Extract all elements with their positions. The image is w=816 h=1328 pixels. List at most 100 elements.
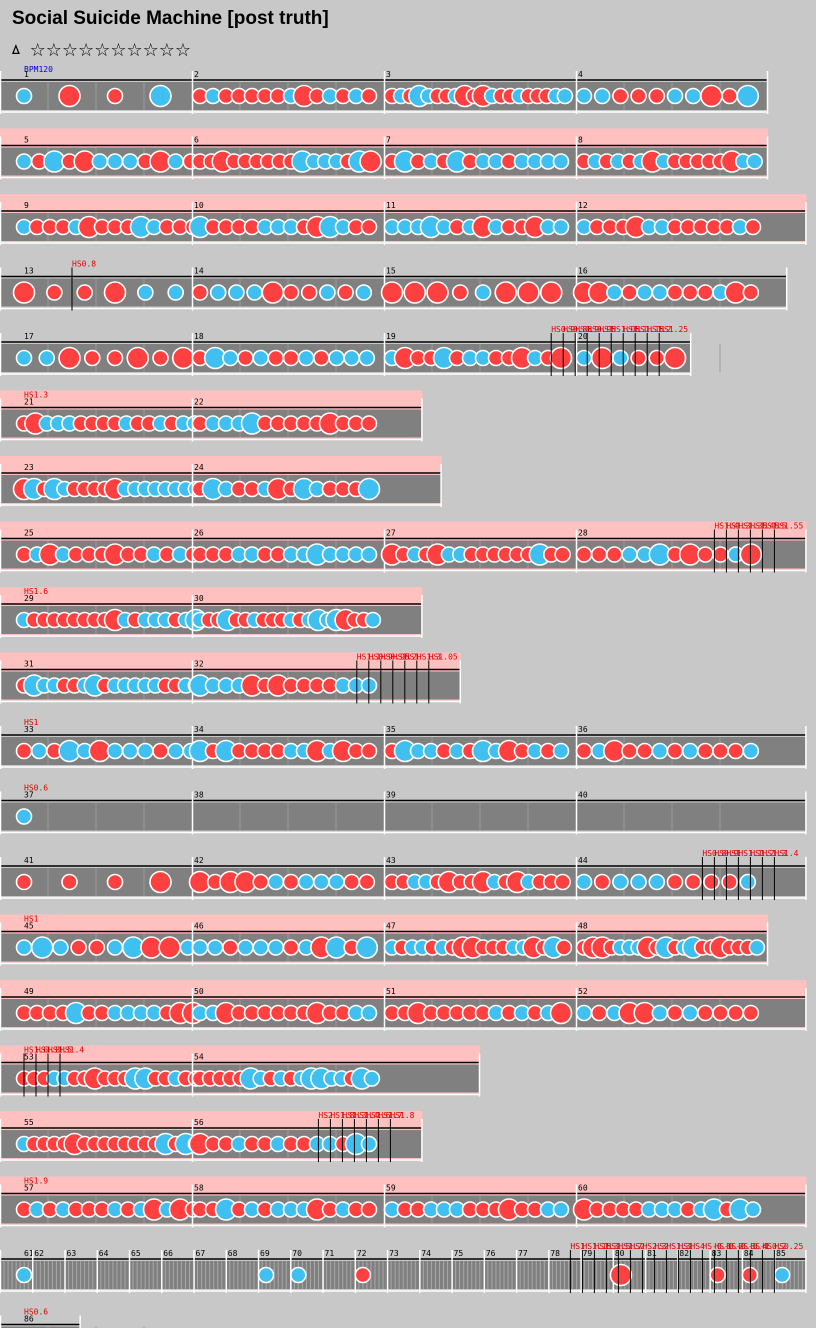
speed-change-label: HS1.4 (714, 522, 738, 531)
don-note (282, 873, 300, 891)
ka-note (556, 87, 574, 105)
ka-note (648, 873, 666, 891)
ka-note (360, 1004, 378, 1022)
big-don-note (609, 1263, 633, 1287)
don-note (703, 873, 720, 891)
measure-number: 49 (24, 987, 34, 996)
measure-number: 63 (67, 1249, 77, 1258)
measure-number: 41 (24, 856, 34, 865)
big-don-note (103, 281, 127, 304)
ka-note (593, 87, 611, 105)
ka-note (228, 284, 245, 301)
bpm-label: BPM120 (24, 65, 53, 74)
speed-change-label: HS1.55 (774, 522, 803, 531)
measure-number: 48 (578, 922, 588, 931)
ka-note (681, 742, 699, 760)
measure-number: 84 (744, 1249, 754, 1258)
ka-note (106, 153, 124, 170)
don-note (70, 939, 87, 956)
measure-number: 33 (24, 725, 34, 734)
speed-change-label: HS0.95 (587, 325, 616, 334)
measure-number: 78 (550, 1249, 560, 1258)
ka-note (364, 611, 382, 629)
speed-change-label: HS1.1 (738, 849, 762, 858)
ka-note (684, 87, 702, 105)
difficulty-icon: ㅿ (8, 41, 24, 61)
ka-note (630, 873, 647, 891)
measure-number: 76 (486, 1249, 496, 1258)
measure-number: 13 (24, 267, 34, 276)
don-note (612, 87, 629, 105)
ka-note (52, 939, 69, 956)
measure-number: 57 (24, 1184, 34, 1193)
measure-number: 52 (578, 987, 588, 996)
ka-note (575, 1004, 593, 1022)
measure-number: 62 (34, 1249, 44, 1258)
speed-change-label: HS1.8 (36, 1046, 60, 1055)
speed-change-label: HS0.9 (714, 849, 738, 858)
ka-note (358, 349, 376, 367)
measure-number: 44 (578, 856, 588, 865)
ka-note (328, 873, 345, 891)
measure-number: 82 (679, 1249, 689, 1258)
measure-number: 17 (24, 332, 34, 341)
ka-note (106, 939, 124, 956)
don-note (697, 284, 714, 301)
measure-number: 3 (386, 70, 391, 79)
measure-number: 64 (99, 1249, 109, 1258)
ka-note (191, 939, 209, 956)
measure-number: 66 (163, 1249, 173, 1258)
speed-change-label: HS1.9 (24, 1177, 48, 1186)
don-note (451, 284, 469, 301)
ka-note (575, 87, 593, 105)
speed-change-label: HS1.2 (393, 653, 417, 662)
ka-note (575, 873, 593, 891)
measure-number: 72 (357, 1249, 367, 1258)
big-don-note (171, 346, 195, 370)
speed-change-label: HS-0.3 (726, 1242, 755, 1251)
don-note (742, 284, 760, 301)
speed-change-label: HS1.3 (342, 1111, 366, 1120)
don-note (697, 742, 714, 760)
don-note (554, 546, 571, 563)
measure-number: 5 (24, 136, 29, 145)
don-note (727, 742, 744, 760)
big-don-note (12, 281, 36, 304)
ka-note (290, 1266, 307, 1284)
measure-number: 8 (578, 136, 583, 145)
measure-number: 2 (194, 70, 199, 79)
big-don-note (700, 84, 723, 108)
speed-change-label: HS1 (24, 915, 39, 924)
speed-change-label: HS1.5 (762, 522, 786, 531)
ka-note (343, 349, 360, 367)
speed-change-label: HS1.35 (738, 522, 767, 531)
don-note (106, 349, 124, 367)
big-don-note (426, 281, 449, 304)
don-note (666, 873, 684, 891)
speed-change-label: HS1.1 (357, 653, 381, 662)
measure-number: 68 (228, 1249, 238, 1258)
big-don-note (663, 346, 687, 370)
difficulty-stars: ㅿ ☆☆☆☆☆☆☆☆☆☆ (8, 36, 191, 61)
ka-note (621, 546, 638, 563)
big-don-note (539, 281, 563, 304)
ka-note (15, 87, 33, 105)
don-note (709, 1266, 726, 1284)
speed-change-label: HS1.8 (330, 1111, 354, 1120)
speed-change-label: HS1 (405, 653, 420, 662)
speed-change-label: HS1.4 (60, 1046, 84, 1055)
big-don-note (126, 346, 150, 370)
ka-note (121, 153, 139, 170)
don-note (360, 218, 378, 236)
speed-change-label: HS1.05 (611, 325, 640, 334)
speed-change-label: HS1.7 (618, 1242, 642, 1251)
ka-note (363, 1070, 381, 1087)
ka-note (15, 808, 33, 825)
big-don-note (158, 936, 181, 959)
speed-change-label: HS1.6 (24, 1046, 48, 1055)
measure-number: 11 (386, 201, 396, 210)
big-ka-note (355, 936, 379, 959)
big-don-note (494, 281, 518, 304)
don-note (575, 742, 593, 760)
measure-number: 21 (24, 398, 34, 407)
